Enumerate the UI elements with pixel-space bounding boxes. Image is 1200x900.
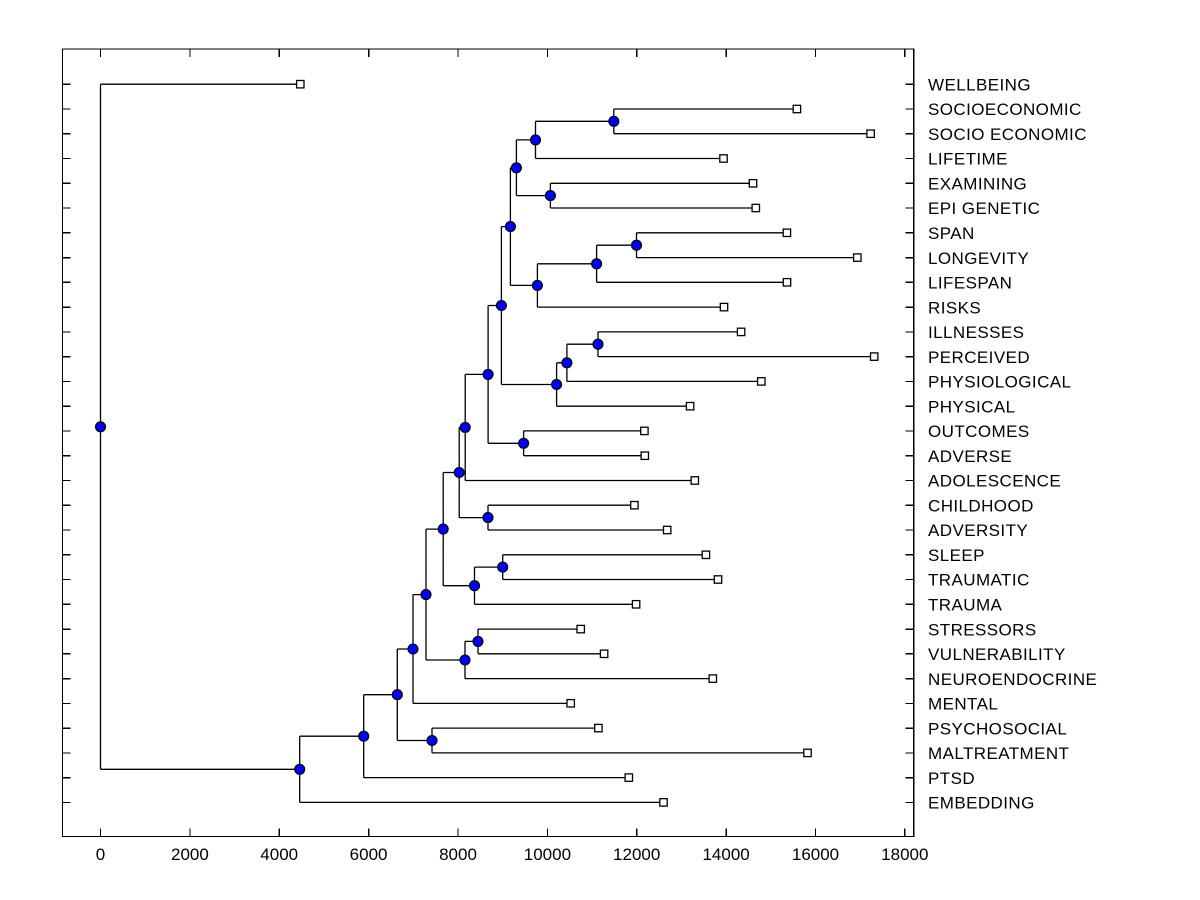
- svg-text:EXAMINING: EXAMINING: [928, 175, 1027, 194]
- svg-text:10000: 10000: [524, 845, 571, 864]
- svg-text:4000: 4000: [260, 845, 298, 864]
- svg-text:STRESSORS: STRESSORS: [928, 620, 1037, 639]
- svg-text:ADVERSITY: ADVERSITY: [928, 521, 1028, 540]
- svg-text:ADVERSE: ADVERSE: [928, 447, 1012, 466]
- svg-text:NEUROENDOCRINE: NEUROENDOCRINE: [928, 670, 1097, 689]
- svg-text:TRAUMATIC: TRAUMATIC: [928, 571, 1030, 590]
- svg-text:16000: 16000: [792, 845, 839, 864]
- svg-text:MALTREATMENT: MALTREATMENT: [928, 744, 1069, 763]
- svg-text:8000: 8000: [439, 845, 477, 864]
- svg-text:VULNERABILITY: VULNERABILITY: [928, 645, 1066, 664]
- svg-text:PHYSICAL: PHYSICAL: [928, 397, 1015, 416]
- svg-text:14000: 14000: [702, 845, 749, 864]
- svg-text:TRAUMA: TRAUMA: [928, 596, 1003, 615]
- svg-text:PERCEIVED: PERCEIVED: [928, 348, 1030, 367]
- svg-text:2000: 2000: [171, 845, 209, 864]
- svg-text:LONGEVITY: LONGEVITY: [928, 249, 1029, 268]
- svg-text:EMBEDDING: EMBEDDING: [928, 794, 1035, 813]
- svg-text:CHILDHOOD: CHILDHOOD: [928, 496, 1034, 515]
- svg-text:LIFETIME: LIFETIME: [928, 150, 1008, 169]
- svg-text:0: 0: [96, 845, 105, 864]
- svg-text:LIFESPAN: LIFESPAN: [928, 274, 1012, 293]
- svg-text:12000: 12000: [613, 845, 660, 864]
- svg-text:WELLBEING: WELLBEING: [928, 75, 1031, 94]
- svg-text:SPAN: SPAN: [928, 224, 975, 243]
- svg-text:RISKS: RISKS: [928, 298, 981, 317]
- svg-text:ILLNESSES: ILLNESSES: [928, 323, 1024, 342]
- svg-text:SOCIO ECONOMIC: SOCIO ECONOMIC: [928, 125, 1087, 144]
- svg-text:ADOLESCENCE: ADOLESCENCE: [928, 472, 1061, 491]
- svg-text:SLEEP: SLEEP: [928, 546, 985, 565]
- svg-text:PHYSIOLOGICAL: PHYSIOLOGICAL: [928, 373, 1071, 392]
- svg-text:PTSD: PTSD: [928, 769, 975, 788]
- svg-text:MENTAL: MENTAL: [928, 695, 998, 714]
- svg-text:18000: 18000: [881, 845, 928, 864]
- svg-text:6000: 6000: [350, 845, 388, 864]
- svg-text:PSYCHOSOCIAL: PSYCHOSOCIAL: [928, 719, 1067, 738]
- svg-text:EPI GENETIC: EPI GENETIC: [928, 199, 1040, 218]
- svg-text:SOCIOECONOMIC: SOCIOECONOMIC: [928, 100, 1082, 119]
- svg-text:OUTCOMES: OUTCOMES: [928, 422, 1030, 441]
